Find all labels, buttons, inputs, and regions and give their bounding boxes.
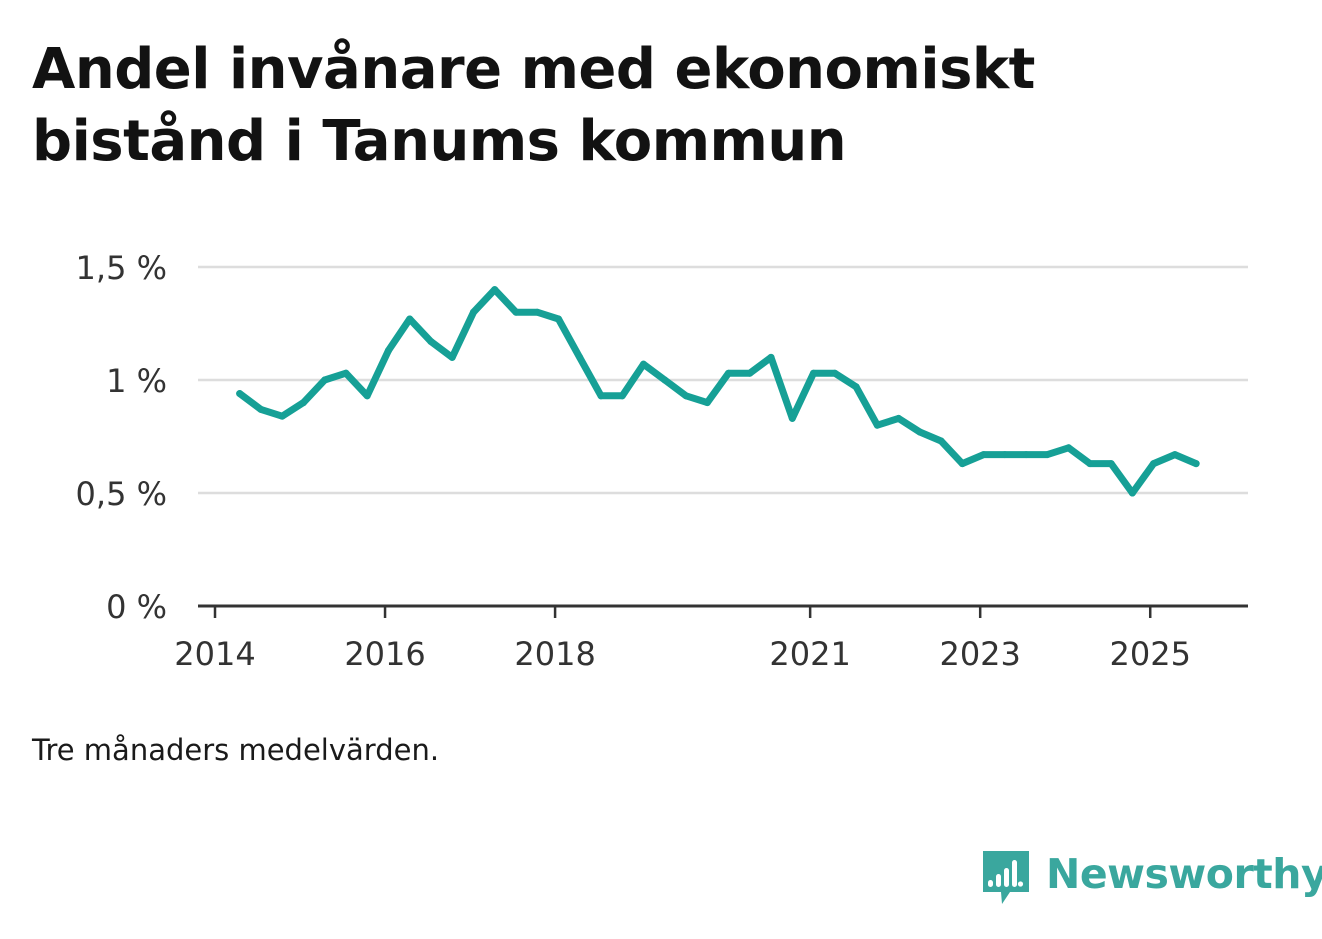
data-point (384, 347, 392, 355)
data-point (852, 383, 860, 391)
brand-name: Newsworthy (1046, 850, 1322, 898)
y-tick-label: 0,5 % (76, 475, 167, 513)
data-point (810, 369, 818, 377)
data-point (533, 308, 541, 316)
data-point (682, 392, 690, 400)
data-point (597, 392, 605, 400)
data-point (725, 369, 733, 377)
data-point (236, 390, 244, 398)
data-point (363, 392, 371, 400)
data-point (937, 437, 945, 445)
data-point (746, 369, 754, 377)
x-tick-label: 2023 (939, 635, 1020, 673)
y-tick-label: 1 % (106, 362, 167, 400)
series-group (236, 286, 1200, 497)
data-point (640, 360, 648, 368)
data-point (512, 308, 520, 316)
data-point (469, 308, 477, 316)
data-point (1107, 460, 1115, 468)
chart-note: Tre månaders medelvärden. (32, 733, 440, 767)
data-point (661, 376, 669, 384)
data-point (618, 392, 626, 400)
data-point (406, 315, 414, 323)
data-point (1150, 460, 1158, 468)
data-point (767, 353, 775, 361)
x-tick-label: 2018 (514, 635, 595, 673)
data-point (1192, 460, 1200, 468)
x-tick-label: 2021 (769, 635, 850, 673)
newsworthy-logo-icon (983, 851, 1029, 904)
data-point (788, 414, 796, 422)
data-point (576, 353, 584, 361)
data-point (257, 405, 265, 413)
y-axis-tick-labels: 0 % 0,5 % 1 % 1,5 % (76, 249, 167, 626)
data-point (427, 338, 435, 346)
data-point (1001, 451, 1009, 459)
data-point (1022, 451, 1030, 459)
data-point (1171, 451, 1179, 459)
data-point (491, 286, 499, 294)
series-line (236, 286, 1200, 497)
data-point (916, 428, 924, 436)
data-point (321, 376, 329, 384)
data-point (1128, 489, 1136, 497)
x-tick-label: 2016 (344, 635, 425, 673)
data-point (958, 460, 966, 468)
data-point (980, 451, 988, 459)
brand-logo: Newsworthy (980, 848, 1322, 910)
data-point (278, 412, 286, 420)
data-point (1065, 444, 1073, 452)
data-point (895, 414, 903, 422)
data-point (703, 399, 711, 407)
data-point (342, 369, 350, 377)
data-point (448, 353, 456, 361)
data-point (554, 315, 562, 323)
data-point (1043, 451, 1051, 459)
data-point (831, 369, 839, 377)
x-axis: 2014 2016 2018 2021 2023 2025 (174, 604, 1248, 673)
x-tick-label: 2014 (174, 635, 255, 673)
chart-title: Andel invånare med ekonomiskt bistånd i … (32, 37, 1035, 174)
data-point (1086, 460, 1094, 468)
y-tick-label: 0 % (106, 588, 167, 626)
y-tick-label: 1,5 % (76, 249, 167, 287)
data-point (873, 421, 881, 429)
data-point (299, 399, 307, 407)
x-tick-label: 2025 (1110, 635, 1191, 673)
